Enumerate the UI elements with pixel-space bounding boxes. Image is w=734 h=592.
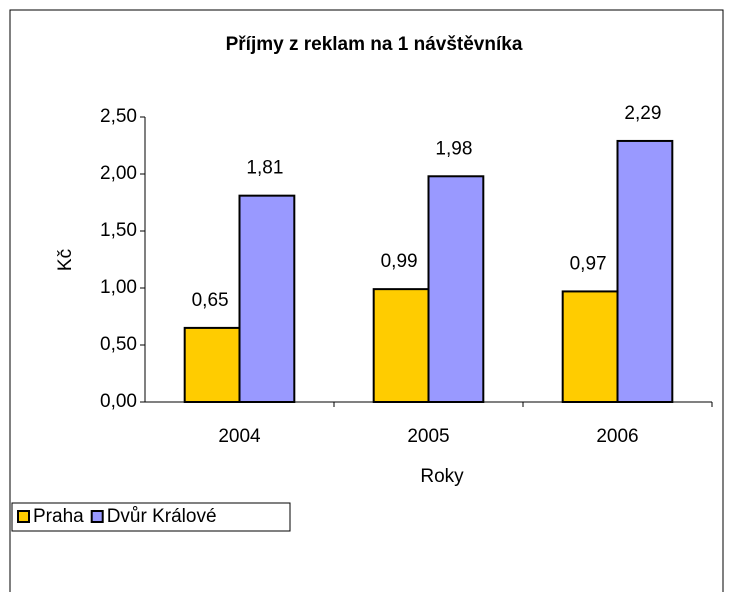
value-label: 1,98 xyxy=(435,138,472,159)
bar xyxy=(616,139,674,403)
legend-box xyxy=(11,502,291,532)
y-tick-label: 0,50 xyxy=(100,334,137,355)
y-tick-label: 0,00 xyxy=(100,391,137,412)
bar xyxy=(561,290,619,404)
value-label: 2,29 xyxy=(624,103,661,124)
value-label: 1,81 xyxy=(246,158,283,179)
x-tick-label: 2006 xyxy=(596,426,638,447)
legend-label: Praha xyxy=(33,506,84,527)
legend-swatch xyxy=(17,510,30,523)
value-label: 0,65 xyxy=(192,290,229,311)
bar xyxy=(183,326,241,403)
y-axis-label: Kč xyxy=(55,249,76,271)
chart-title: Příjmy z reklam na 1 návštěvníka xyxy=(226,34,523,55)
bar xyxy=(372,288,430,404)
bar xyxy=(238,194,296,403)
y-tick-label: 2,00 xyxy=(100,163,137,184)
value-label: 0,97 xyxy=(570,253,607,274)
value-label: 0,99 xyxy=(381,251,418,272)
y-tick-label: 2,50 xyxy=(100,106,137,127)
x-tick-label: 2005 xyxy=(407,426,449,447)
legend-swatch xyxy=(90,510,104,523)
legend-label: Dvůr Králové xyxy=(107,506,217,527)
y-tick-label: 1,50 xyxy=(100,220,137,241)
bar xyxy=(427,175,485,403)
x-tick-label: 2004 xyxy=(218,426,261,447)
x-axis-label: Roky xyxy=(420,466,464,487)
y-tick-label: 1,00 xyxy=(100,277,137,298)
